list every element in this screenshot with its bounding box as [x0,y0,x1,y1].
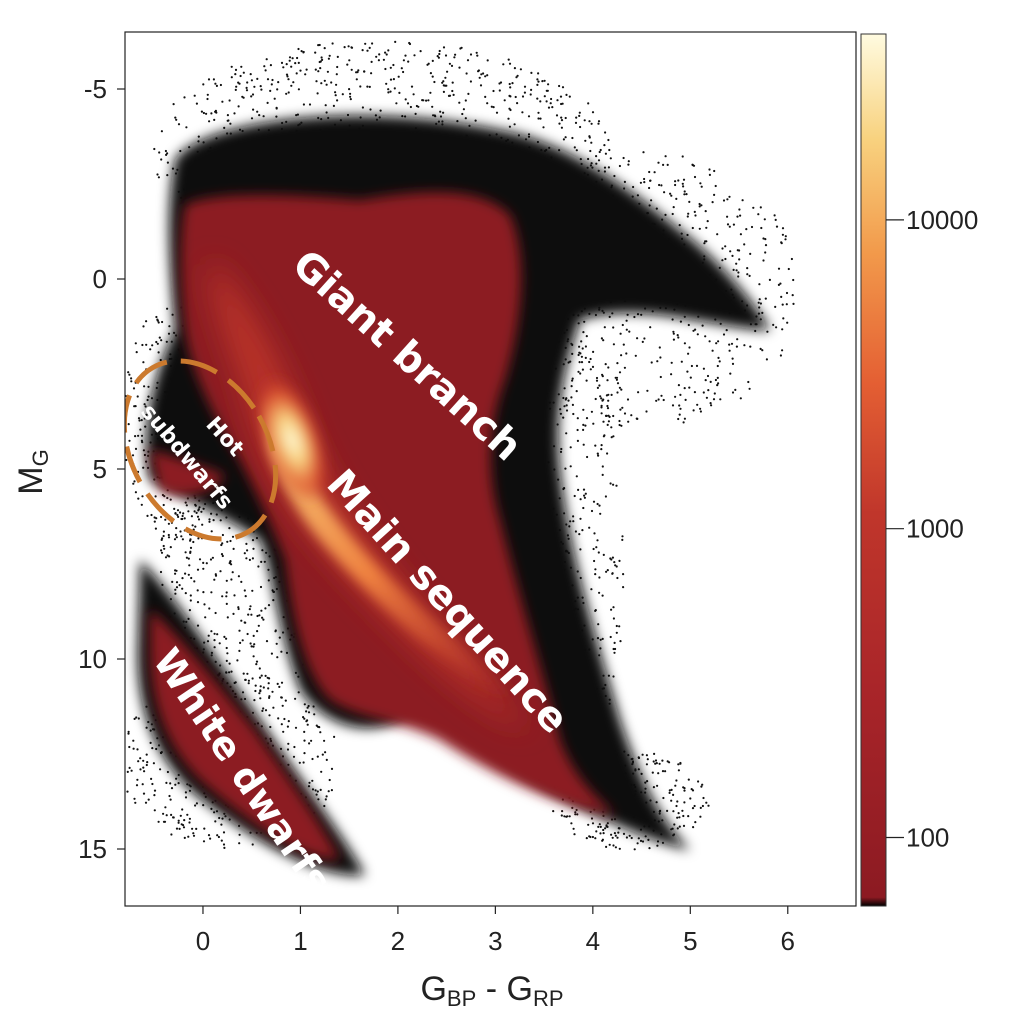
colorbar-tick-label: 100 [906,822,949,852]
colorbar: 100 1000 10000 [860,33,978,907]
colorbar-ticks: 100 1000 10000 [886,205,978,852]
main-sequence-band [268,400,510,700]
density-ridge [210,260,530,730]
x-tick-label: 6 [781,926,795,956]
x-axis-title-sub-bp: BP [447,986,476,1011]
density-core [150,192,615,860]
y-axis: -5 0 5 10 15 [78,74,125,864]
y-axis-title-m: M [12,466,50,494]
x-tick-label: 2 [391,926,405,956]
colorbar-tick-label: 10000 [906,205,978,235]
hot-subdwarfs-outline [125,358,279,542]
colorbar-gradient [860,33,887,907]
y-axis-title-sub-g: G [28,449,53,466]
y-tick-label: 5 [93,454,107,484]
colorbar-tick-label: 1000 [906,514,964,544]
y-tick-label: 15 [78,834,107,864]
x-axis-title: GBP - GRP [420,970,563,1011]
x-tick-label: 3 [488,926,502,956]
y-tick-label: 0 [93,264,107,294]
x-tick-label: 0 [196,926,210,956]
x-axis-title-mid: - G [476,970,533,1008]
y-axis-title: MG [12,449,53,494]
x-tick-label: 4 [586,926,600,956]
x-tick-label: 5 [683,926,697,956]
x-tick-label: 1 [293,926,307,956]
x-axis-title-g1: G [420,970,446,1008]
turnoff-peak [255,375,329,505]
x-axis: 0 1 2 3 4 5 6 [196,906,795,956]
y-tick-label: 10 [78,644,107,674]
plot-area: Giant branch Main sequence White dwarfs … [125,32,856,906]
x-axis-title-sub-rp: RP [533,986,564,1011]
y-tick-label: -5 [84,74,107,104]
